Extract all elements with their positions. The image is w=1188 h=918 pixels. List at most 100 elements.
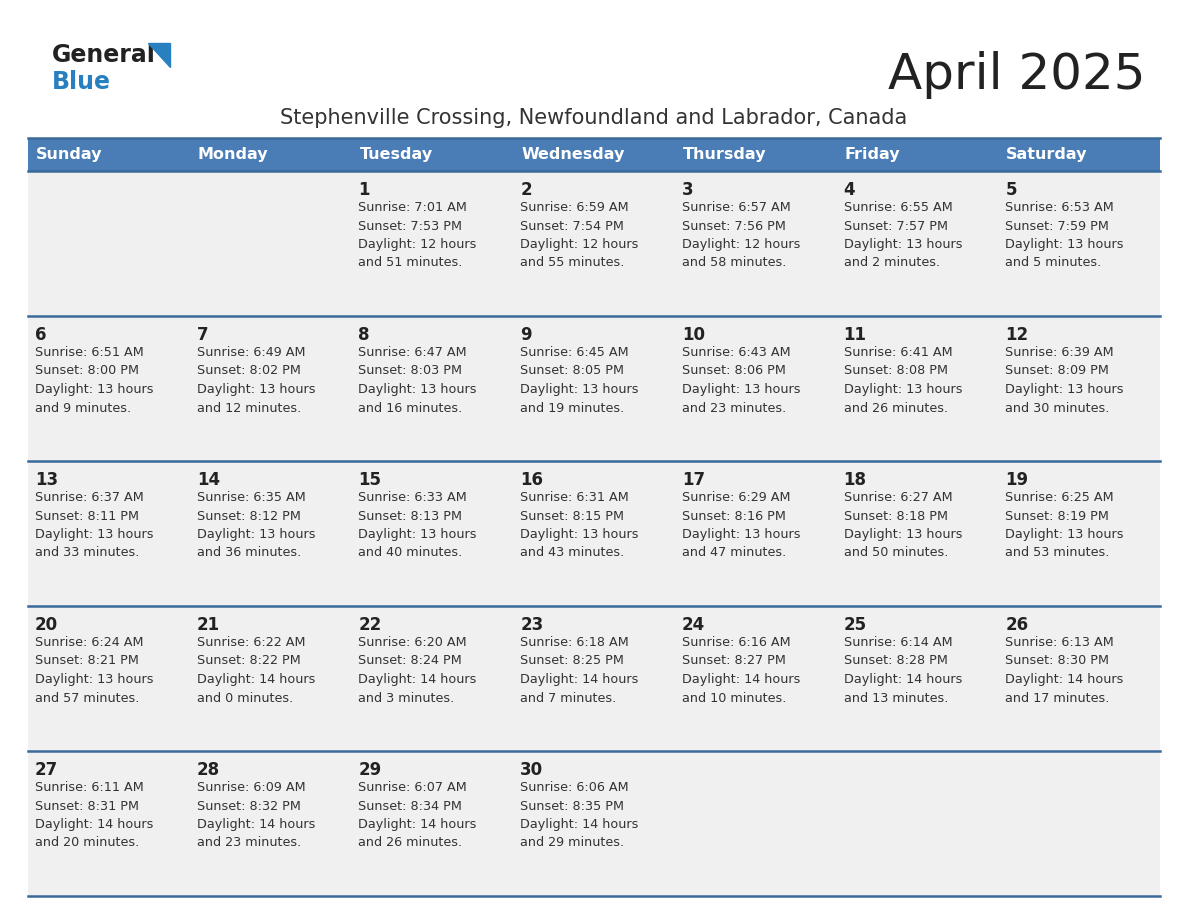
Text: 10: 10: [682, 326, 704, 344]
Text: 19: 19: [1005, 471, 1029, 489]
Bar: [675, 606, 836, 751]
Bar: [998, 316, 1159, 461]
Text: Sunrise: 6:43 AM
Sunset: 8:06 PM
Daylight: 13 hours
and 23 minutes.: Sunrise: 6:43 AM Sunset: 8:06 PM Dayligh…: [682, 346, 801, 415]
Text: Sunrise: 6:20 AM
Sunset: 8:24 PM
Daylight: 14 hours
and 3 minutes.: Sunrise: 6:20 AM Sunset: 8:24 PM Dayligh…: [359, 636, 476, 704]
Text: Tuesday: Tuesday: [360, 147, 432, 162]
Bar: [190, 606, 352, 751]
Text: Sunrise: 6:57 AM
Sunset: 7:56 PM
Daylight: 12 hours
and 58 minutes.: Sunrise: 6:57 AM Sunset: 7:56 PM Dayligh…: [682, 201, 801, 270]
Text: Sunrise: 6:06 AM
Sunset: 8:35 PM
Daylight: 14 hours
and 29 minutes.: Sunrise: 6:06 AM Sunset: 8:35 PM Dayligh…: [520, 781, 638, 849]
Bar: [675, 751, 836, 896]
Bar: [190, 751, 352, 896]
Text: Sunday: Sunday: [36, 147, 102, 162]
Text: Sunrise: 6:16 AM
Sunset: 8:27 PM
Daylight: 14 hours
and 10 minutes.: Sunrise: 6:16 AM Sunset: 8:27 PM Dayligh…: [682, 636, 801, 704]
Text: 5: 5: [1005, 181, 1017, 199]
Text: General: General: [52, 43, 156, 67]
Text: Sunrise: 6:53 AM
Sunset: 7:59 PM
Daylight: 13 hours
and 5 minutes.: Sunrise: 6:53 AM Sunset: 7:59 PM Dayligh…: [1005, 201, 1124, 270]
Text: 24: 24: [682, 616, 706, 634]
Bar: [675, 171, 836, 316]
Text: Sunrise: 6:27 AM
Sunset: 8:18 PM
Daylight: 13 hours
and 50 minutes.: Sunrise: 6:27 AM Sunset: 8:18 PM Dayligh…: [843, 491, 962, 559]
Bar: [513, 461, 675, 606]
Text: 11: 11: [843, 326, 866, 344]
Text: 1: 1: [359, 181, 369, 199]
Bar: [190, 316, 352, 461]
Bar: [836, 606, 998, 751]
Text: Sunrise: 6:11 AM
Sunset: 8:31 PM
Daylight: 14 hours
and 20 minutes.: Sunrise: 6:11 AM Sunset: 8:31 PM Dayligh…: [34, 781, 153, 849]
Bar: [836, 461, 998, 606]
Bar: [190, 461, 352, 606]
Text: 4: 4: [843, 181, 855, 199]
Text: 16: 16: [520, 471, 543, 489]
Text: Saturday: Saturday: [1006, 147, 1088, 162]
Bar: [836, 171, 998, 316]
Bar: [836, 316, 998, 461]
Text: Friday: Friday: [845, 147, 901, 162]
Text: April 2025: April 2025: [887, 51, 1145, 99]
Text: Sunrise: 6:59 AM
Sunset: 7:54 PM
Daylight: 12 hours
and 55 minutes.: Sunrise: 6:59 AM Sunset: 7:54 PM Dayligh…: [520, 201, 638, 270]
Bar: [352, 171, 513, 316]
Text: Sunrise: 7:01 AM
Sunset: 7:53 PM
Daylight: 12 hours
and 51 minutes.: Sunrise: 7:01 AM Sunset: 7:53 PM Dayligh…: [359, 201, 476, 270]
Text: Thursday: Thursday: [683, 147, 766, 162]
Text: Sunrise: 6:29 AM
Sunset: 8:16 PM
Daylight: 13 hours
and 47 minutes.: Sunrise: 6:29 AM Sunset: 8:16 PM Dayligh…: [682, 491, 801, 559]
Text: 17: 17: [682, 471, 704, 489]
Bar: [352, 606, 513, 751]
Bar: [513, 751, 675, 896]
Text: Sunrise: 6:33 AM
Sunset: 8:13 PM
Daylight: 13 hours
and 40 minutes.: Sunrise: 6:33 AM Sunset: 8:13 PM Dayligh…: [359, 491, 476, 559]
Text: 29: 29: [359, 761, 381, 779]
Text: 9: 9: [520, 326, 532, 344]
Polygon shape: [148, 43, 170, 67]
Text: 6: 6: [34, 326, 46, 344]
Text: Sunrise: 6:18 AM
Sunset: 8:25 PM
Daylight: 14 hours
and 7 minutes.: Sunrise: 6:18 AM Sunset: 8:25 PM Dayligh…: [520, 636, 638, 704]
Bar: [29, 138, 1159, 171]
Text: 22: 22: [359, 616, 381, 634]
Bar: [675, 461, 836, 606]
Text: Sunrise: 6:55 AM
Sunset: 7:57 PM
Daylight: 13 hours
and 2 minutes.: Sunrise: 6:55 AM Sunset: 7:57 PM Dayligh…: [843, 201, 962, 270]
Text: 26: 26: [1005, 616, 1029, 634]
Text: 28: 28: [197, 761, 220, 779]
Bar: [352, 751, 513, 896]
Text: 15: 15: [359, 471, 381, 489]
Bar: [29, 606, 190, 751]
Text: Sunrise: 6:07 AM
Sunset: 8:34 PM
Daylight: 14 hours
and 26 minutes.: Sunrise: 6:07 AM Sunset: 8:34 PM Dayligh…: [359, 781, 476, 849]
Text: 8: 8: [359, 326, 369, 344]
Bar: [836, 751, 998, 896]
Bar: [513, 171, 675, 316]
Text: Sunrise: 6:24 AM
Sunset: 8:21 PM
Daylight: 13 hours
and 57 minutes.: Sunrise: 6:24 AM Sunset: 8:21 PM Dayligh…: [34, 636, 153, 704]
Text: Blue: Blue: [52, 70, 110, 94]
Text: Sunrise: 6:31 AM
Sunset: 8:15 PM
Daylight: 13 hours
and 43 minutes.: Sunrise: 6:31 AM Sunset: 8:15 PM Dayligh…: [520, 491, 639, 559]
Text: Sunrise: 6:47 AM
Sunset: 8:03 PM
Daylight: 13 hours
and 16 minutes.: Sunrise: 6:47 AM Sunset: 8:03 PM Dayligh…: [359, 346, 476, 415]
Text: Sunrise: 6:14 AM
Sunset: 8:28 PM
Daylight: 14 hours
and 13 minutes.: Sunrise: 6:14 AM Sunset: 8:28 PM Dayligh…: [843, 636, 962, 704]
Bar: [998, 606, 1159, 751]
Text: Stephenville Crossing, Newfoundland and Labrador, Canada: Stephenville Crossing, Newfoundland and …: [280, 108, 908, 128]
Text: 12: 12: [1005, 326, 1029, 344]
Text: Sunrise: 6:13 AM
Sunset: 8:30 PM
Daylight: 14 hours
and 17 minutes.: Sunrise: 6:13 AM Sunset: 8:30 PM Dayligh…: [1005, 636, 1124, 704]
Text: Sunrise: 6:39 AM
Sunset: 8:09 PM
Daylight: 13 hours
and 30 minutes.: Sunrise: 6:39 AM Sunset: 8:09 PM Dayligh…: [1005, 346, 1124, 415]
Text: Sunrise: 6:49 AM
Sunset: 8:02 PM
Daylight: 13 hours
and 12 minutes.: Sunrise: 6:49 AM Sunset: 8:02 PM Dayligh…: [197, 346, 315, 415]
Text: 20: 20: [34, 616, 58, 634]
Text: 21: 21: [197, 616, 220, 634]
Text: Wednesday: Wednesday: [522, 147, 625, 162]
Bar: [29, 751, 190, 896]
Text: Sunrise: 6:09 AM
Sunset: 8:32 PM
Daylight: 14 hours
and 23 minutes.: Sunrise: 6:09 AM Sunset: 8:32 PM Dayligh…: [197, 781, 315, 849]
Bar: [998, 171, 1159, 316]
Text: 7: 7: [197, 326, 208, 344]
Text: 3: 3: [682, 181, 694, 199]
Text: Sunrise: 6:35 AM
Sunset: 8:12 PM
Daylight: 13 hours
and 36 minutes.: Sunrise: 6:35 AM Sunset: 8:12 PM Dayligh…: [197, 491, 315, 559]
Bar: [998, 461, 1159, 606]
Text: 18: 18: [843, 471, 866, 489]
Bar: [29, 316, 190, 461]
Text: 25: 25: [843, 616, 867, 634]
Text: Sunrise: 6:51 AM
Sunset: 8:00 PM
Daylight: 13 hours
and 9 minutes.: Sunrise: 6:51 AM Sunset: 8:00 PM Dayligh…: [34, 346, 153, 415]
Text: Monday: Monday: [197, 147, 268, 162]
Text: 30: 30: [520, 761, 543, 779]
Bar: [352, 316, 513, 461]
Text: 27: 27: [34, 761, 58, 779]
Bar: [29, 171, 190, 316]
Bar: [513, 606, 675, 751]
Text: 2: 2: [520, 181, 532, 199]
Text: Sunrise: 6:25 AM
Sunset: 8:19 PM
Daylight: 13 hours
and 53 minutes.: Sunrise: 6:25 AM Sunset: 8:19 PM Dayligh…: [1005, 491, 1124, 559]
Text: Sunrise: 6:45 AM
Sunset: 8:05 PM
Daylight: 13 hours
and 19 minutes.: Sunrise: 6:45 AM Sunset: 8:05 PM Dayligh…: [520, 346, 639, 415]
Bar: [352, 461, 513, 606]
Text: 14: 14: [197, 471, 220, 489]
Text: Sunrise: 6:22 AM
Sunset: 8:22 PM
Daylight: 14 hours
and 0 minutes.: Sunrise: 6:22 AM Sunset: 8:22 PM Dayligh…: [197, 636, 315, 704]
Text: Sunrise: 6:37 AM
Sunset: 8:11 PM
Daylight: 13 hours
and 33 minutes.: Sunrise: 6:37 AM Sunset: 8:11 PM Dayligh…: [34, 491, 153, 559]
